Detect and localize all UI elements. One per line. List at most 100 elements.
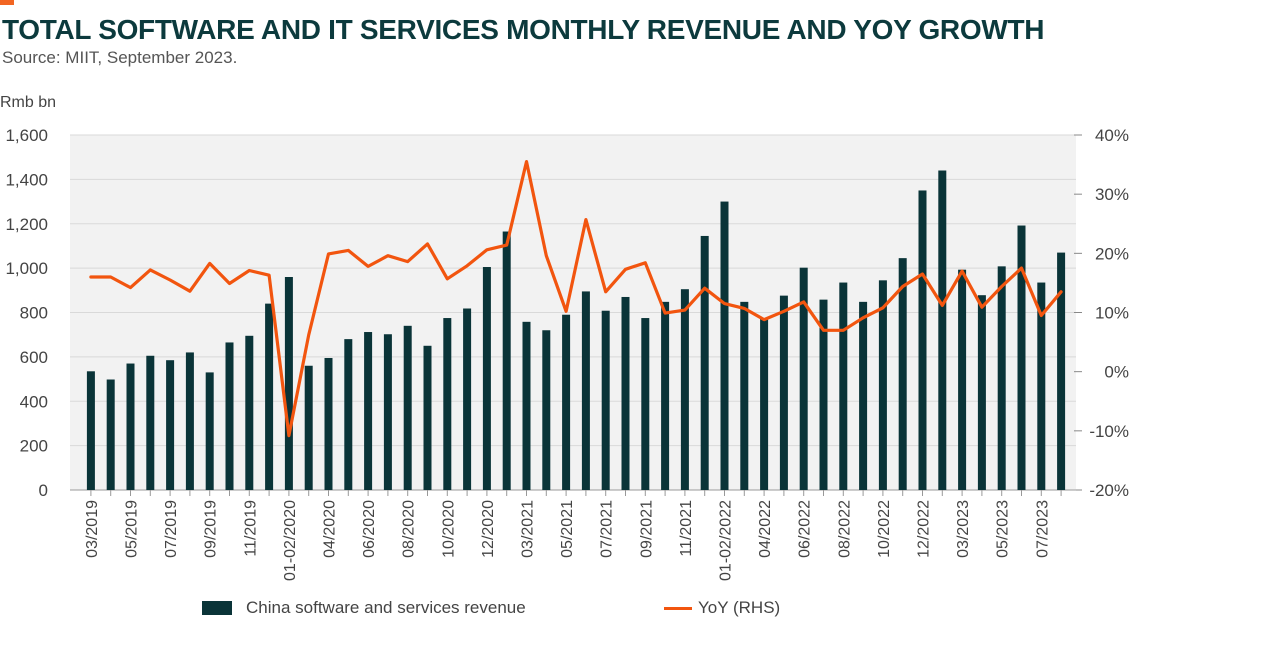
x-axis-tick-label: 03/2019	[84, 500, 101, 558]
revenue-bar	[581, 291, 590, 490]
revenue-bar	[601, 310, 610, 490]
revenue-bar	[344, 339, 353, 490]
revenue-bar	[166, 360, 175, 490]
revenue-bar	[661, 301, 670, 490]
revenue-bar	[819, 299, 828, 490]
revenue-bar	[641, 318, 650, 490]
x-axis-tick-label: 03/2021	[520, 500, 537, 558]
right-axis-tick-label: 40%	[1095, 126, 1129, 145]
revenue-bar	[126, 363, 135, 490]
left-axis-tick-label: 600	[20, 348, 48, 367]
legend-bar-label: China software and services revenue	[246, 598, 526, 617]
revenue-bar	[878, 280, 887, 490]
revenue-bar	[185, 352, 194, 490]
yoy-line	[89, 160, 1063, 438]
x-axis-tick-label: 08/2022	[836, 500, 853, 558]
legend-item-yoy: YoY (RHS)	[664, 598, 780, 618]
revenue-bar	[621, 296, 630, 490]
revenue-bar	[918, 190, 927, 490]
x-axis-tick-label: 08/2020	[401, 500, 418, 558]
left-axis-tick-label: 1,400	[5, 170, 48, 189]
revenue-bar	[740, 301, 749, 490]
revenue-bar	[700, 235, 709, 490]
left-axis-unit: Rmb bn	[0, 94, 57, 111]
right-axis-tick-label: 10%	[1095, 304, 1129, 323]
revenue-bar	[760, 318, 769, 490]
x-axis-tick-label: 12/2022	[916, 500, 933, 558]
right-axis-tick-label: -10%	[1089, 422, 1129, 441]
accent-bar	[0, 0, 14, 5]
revenue-bar	[977, 295, 986, 490]
revenue-bar	[720, 201, 729, 490]
x-axis-tick-label: 07/2023	[1034, 500, 1051, 558]
left-axis-tick-label: 800	[20, 304, 48, 323]
x-axis-tick-label: 10/2020	[440, 500, 457, 558]
x-axis-tick-label: 12/2020	[480, 500, 497, 558]
left-axis-tick-label: 0	[39, 481, 48, 500]
revenue-bar	[1017, 225, 1026, 490]
revenue-bar	[859, 301, 868, 490]
x-axis-tick-label: 04/2022	[757, 500, 774, 558]
chart-title: TOTAL SOFTWARE AND IT SERVICES MONTHLY R…	[2, 14, 1045, 45]
revenue-bar	[146, 355, 155, 490]
revenue-bar	[542, 330, 551, 490]
right-axis-tick-label: 30%	[1095, 185, 1129, 204]
left-axis-tick-label: 400	[20, 392, 48, 411]
revenue-bar	[205, 372, 214, 490]
revenue-bar	[482, 267, 491, 490]
revenue-bar	[562, 314, 571, 490]
revenue-bar	[284, 277, 293, 490]
revenue-bar	[958, 269, 967, 490]
revenue-bar	[86, 371, 95, 490]
revenue-bar	[502, 231, 511, 490]
revenue-bar	[265, 303, 274, 490]
right-axis-tick-label: -20%	[1089, 481, 1129, 500]
x-axis-tick-label: 11/2021	[678, 500, 695, 557]
chart-source: Source: MIIT, September 2023.	[2, 48, 238, 67]
revenue-bar	[364, 332, 373, 490]
revenue-bar	[324, 357, 333, 490]
x-axis-tick-label: 07/2021	[599, 500, 616, 558]
right-axis-tick-label: 0%	[1104, 363, 1129, 382]
legend-line-swatch	[664, 606, 692, 610]
revenue-bar	[245, 335, 254, 490]
revenue-bar	[106, 379, 115, 490]
revenue-bar	[522, 321, 531, 490]
x-axis-tick-label: 01-02/2020	[282, 500, 299, 581]
revenue-bar	[304, 365, 313, 490]
revenue-bar	[463, 308, 472, 490]
x-axis-tick-label: 05/2023	[995, 500, 1012, 558]
revenue-bar	[898, 258, 907, 490]
revenue-bar	[799, 267, 808, 490]
x-axis-tick-label: 01-02/2022	[718, 500, 735, 581]
revenue-bar	[839, 282, 848, 490]
x-axis-tick-label: 06/2020	[361, 500, 378, 558]
x-axis-tick-label: 06/2022	[797, 500, 814, 558]
x-axis-tick-label: 05/2019	[124, 500, 141, 558]
revenue-bar	[680, 289, 689, 490]
revenue-bar	[1037, 282, 1046, 490]
x-axis-tick-label: 03/2023	[955, 500, 972, 558]
revenue-bar	[443, 318, 452, 490]
right-axis-tick-label: 20%	[1095, 244, 1129, 263]
x-axis-tick-label: 11/2019	[242, 500, 259, 557]
revenue-bar	[383, 334, 392, 490]
revenue-bar	[403, 325, 412, 490]
revenue-bar	[225, 342, 234, 490]
revenue-bar	[997, 266, 1006, 490]
x-axis-tick-label: 09/2019	[203, 500, 220, 558]
x-axis-tick-label: 09/2021	[638, 500, 655, 558]
revenue-bar	[938, 170, 947, 490]
x-axis-tick-label: 10/2022	[876, 500, 893, 558]
revenue-bar	[779, 295, 788, 490]
left-axis-tick-label: 1,600	[5, 126, 48, 145]
x-axis-tick-label: 07/2019	[163, 500, 180, 558]
x-axis-tick-label: 05/2021	[559, 500, 576, 558]
x-axis-tick-label: 04/2020	[322, 500, 339, 558]
left-axis-tick-label: 1,000	[5, 259, 48, 278]
left-axis-tick-label: 1,200	[5, 215, 48, 234]
revenue-bar	[423, 345, 432, 490]
legend-line-label: YoY (RHS)	[698, 598, 781, 617]
left-axis-tick-label: 200	[20, 437, 48, 456]
